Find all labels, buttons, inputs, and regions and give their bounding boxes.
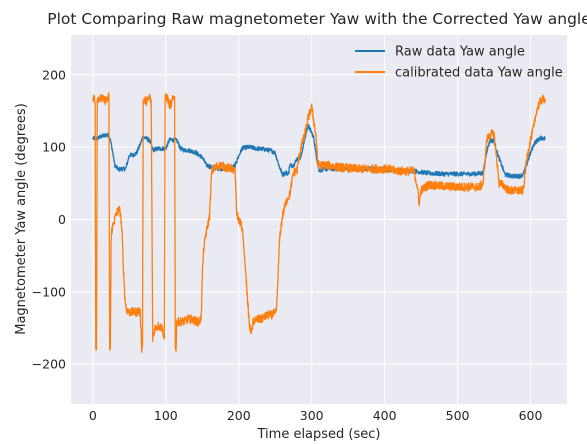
- grid: [71, 35, 567, 404]
- x-axis-label: Time elapsed (sec): [257, 427, 381, 442]
- x-tick-label: 100: [154, 408, 178, 423]
- legend-label-raw: Raw data Yaw angle: [395, 45, 525, 60]
- x-tick-label: 500: [446, 408, 470, 423]
- y-tick-label: 0: [58, 212, 66, 227]
- chart-title: Plot Comparing Raw magnetometer Yaw with…: [47, 10, 587, 28]
- y-axis-label: Magnetometer Yaw angle (degrees): [14, 103, 29, 335]
- series-layer: [92, 92, 546, 354]
- x-tick-label: 200: [227, 408, 251, 423]
- y-tick-label: 100: [42, 140, 66, 155]
- legend: Raw data Yaw angle calibrated data Yaw a…: [355, 45, 563, 81]
- series-line-calibrated: [92, 92, 546, 354]
- y-tick-label: −100: [32, 284, 66, 299]
- x-tick-label: 0: [89, 408, 97, 423]
- x-tick-label: 300: [300, 408, 324, 423]
- x-tick-label: 600: [519, 408, 543, 423]
- legend-label-calibrated: calibrated data Yaw angle: [395, 66, 563, 81]
- y-tick-label: 200: [42, 67, 66, 82]
- series-line-raw: [92, 123, 546, 179]
- x-tick-label: 400: [373, 408, 397, 423]
- ticks: 0 100 200 300 400 500 600 −200 −100 0 100 200: [32, 67, 543, 423]
- y-tick-label: −200: [32, 357, 66, 372]
